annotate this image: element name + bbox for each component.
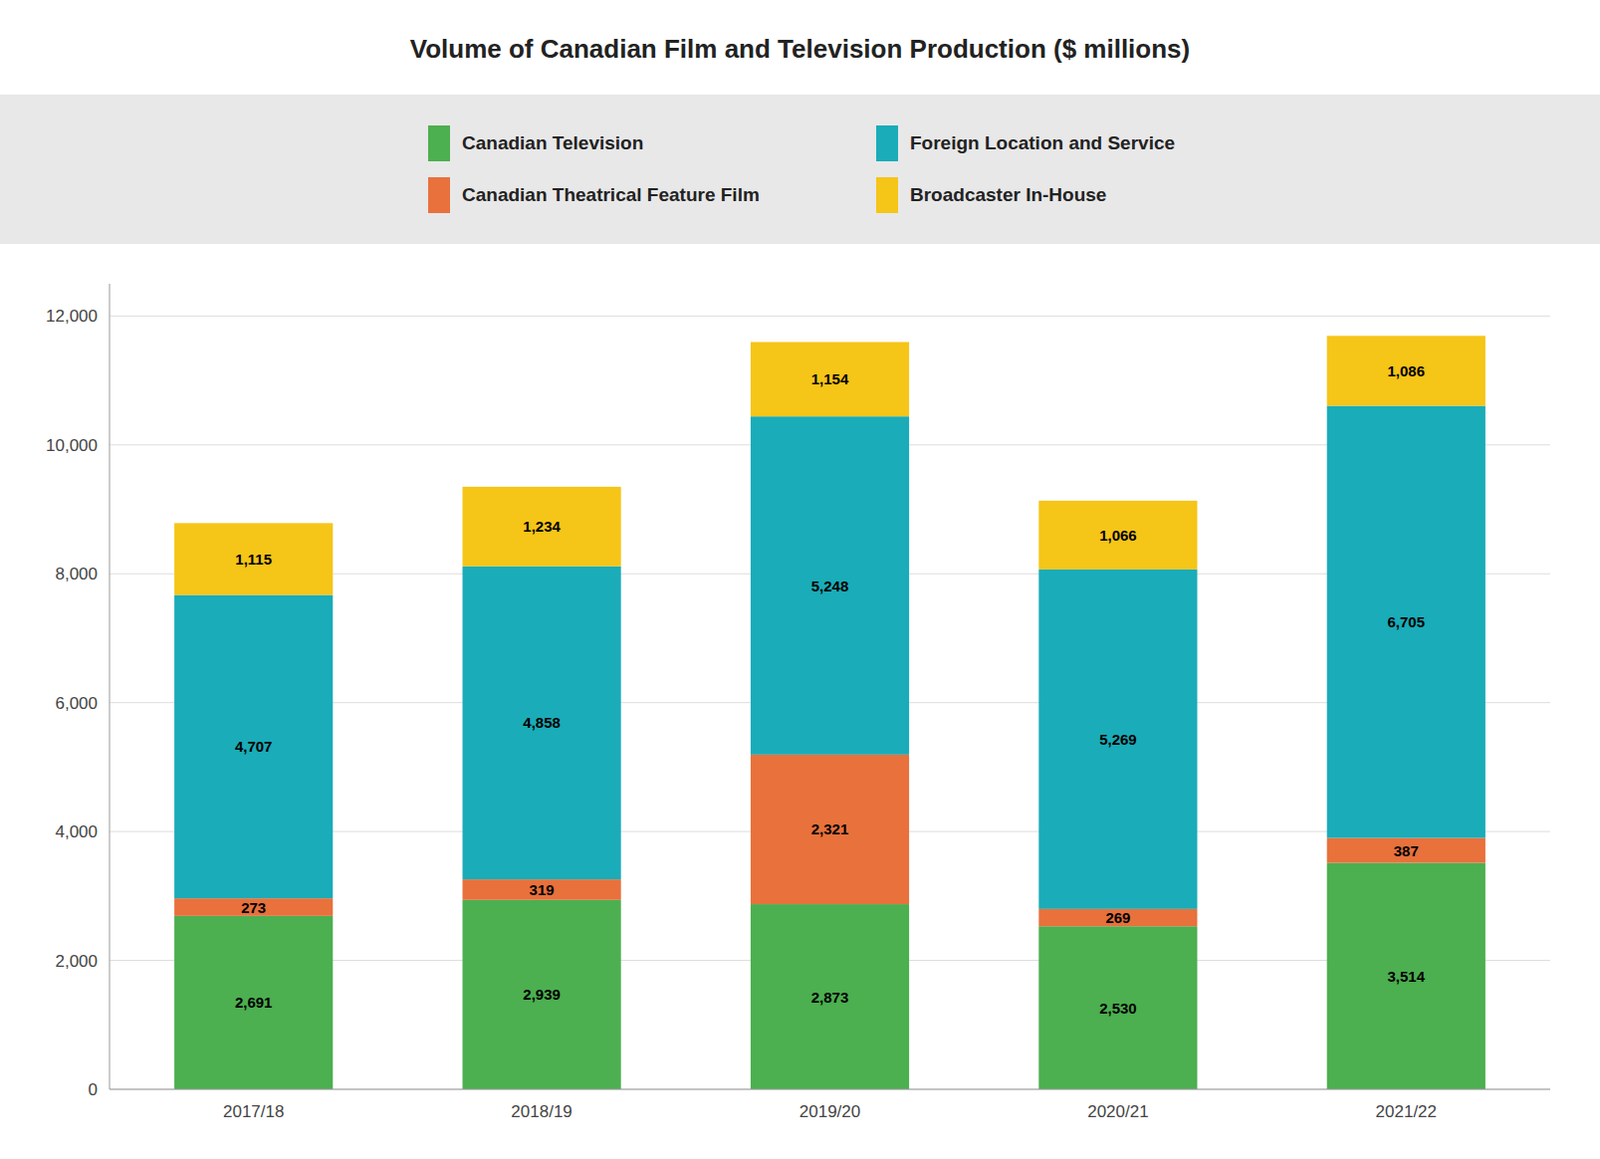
x-tick-label: 2018/19 [510, 1102, 572, 1122]
legend-swatch [876, 125, 899, 162]
bar-segment [174, 898, 333, 916]
y-tick-label: 8,000 [54, 564, 98, 584]
bar-segment [750, 342, 910, 418]
legend-background [0, 94, 1600, 244]
data-label: 2,321 [811, 820, 850, 838]
bar-segment [462, 486, 622, 567]
y-tick-label: 2,000 [54, 951, 98, 971]
title: Volume of Canadian Film and Television P… [410, 33, 1190, 64]
bar-segment [1038, 569, 1197, 910]
grid-line [109, 315, 1551, 317]
bar-segment [750, 416, 910, 755]
legend-swatch [876, 177, 899, 214]
x-tick-label: 2019/20 [799, 1102, 861, 1122]
data-label: 1,154 [811, 370, 850, 388]
data-labels: 2,691 2,939 2,873 2,530 3,514 273 319 2,321 269 3… [234, 362, 1426, 1017]
bar-segment [174, 522, 333, 595]
bars [174, 335, 1486, 1090]
bar-segment [174, 595, 333, 900]
y-tick-label: 4,000 [54, 822, 98, 842]
bar-segment [750, 754, 910, 905]
data-label: 269 [1105, 909, 1131, 926]
data-label: 387 [1393, 842, 1419, 860]
data-label: 273 [240, 899, 266, 916]
grid-line [109, 1089, 1551, 1091]
legend-label: Canadian Theatrical Feature Film [461, 184, 760, 206]
legend: Canadian Television Canadian Theatrical F… [0, 94, 1600, 244]
bar-segment [1038, 925, 1197, 1090]
x-tick-label: 2021/22 [1375, 1102, 1437, 1122]
data-label: 4,707 [234, 737, 273, 755]
bar-segment [1327, 838, 1486, 864]
y-tick-label: 10,000 [45, 436, 98, 456]
data-label: 6,705 [1387, 613, 1426, 631]
legend-swatch [428, 125, 451, 162]
bar-segment [462, 900, 622, 1090]
x-tick-label: 2020/21 [1087, 1102, 1148, 1122]
legend-label: Broadcaster In-House [910, 184, 1107, 206]
bar-segment [1038, 909, 1197, 926]
bar-segment [462, 566, 622, 880]
bar-segment [750, 904, 910, 1090]
bar-segment [1038, 500, 1197, 570]
data-label: 2,939 [522, 985, 561, 1003]
data-label: 1,115 [234, 550, 272, 568]
data-label: 4,858 [522, 713, 561, 731]
bar-segment [462, 879, 622, 901]
x-tick-label: 2017/18 [223, 1102, 284, 1122]
x-axis: 2017/18 2018/19 2019/20 2020/21 2021/22 [109, 1089, 1551, 1122]
data-label: 2,873 [811, 988, 850, 1006]
data-label: 2,691 [234, 993, 273, 1011]
data-label: 2,530 [1099, 999, 1138, 1017]
y-axis-line [109, 283, 111, 1090]
data-label: 1,066 [1099, 526, 1138, 544]
data-label: 3,514 [1387, 967, 1426, 985]
legend-label: Canadian Television [461, 132, 644, 154]
y-tick-label: 0 [88, 1080, 98, 1100]
data-label: 1,234 [522, 517, 561, 535]
data-label: 319 [529, 881, 555, 899]
background [0, 0, 1600, 1159]
bar-segment [1327, 863, 1486, 1090]
data-label: 1,086 [1387, 362, 1426, 380]
x-axis-line [109, 1089, 1551, 1091]
bar-segment [1327, 335, 1486, 406]
legend-swatch [428, 177, 451, 214]
y-axis: 0 2,000 4,000 6,000 8,000 10,000 12,000 [45, 283, 1551, 1100]
bar-segment [174, 915, 333, 1090]
data-label: 5,269 [1099, 730, 1138, 748]
legend-label: Foreign Location and Service [910, 132, 1175, 154]
bar-segment [1327, 406, 1486, 839]
y-tick-label: 6,000 [54, 693, 98, 713]
data-label: 5,248 [811, 577, 850, 595]
chart: Volume of Canadian Film and Television P… [0, 0, 1600, 1159]
y-tick-label: 12,000 [45, 306, 98, 326]
